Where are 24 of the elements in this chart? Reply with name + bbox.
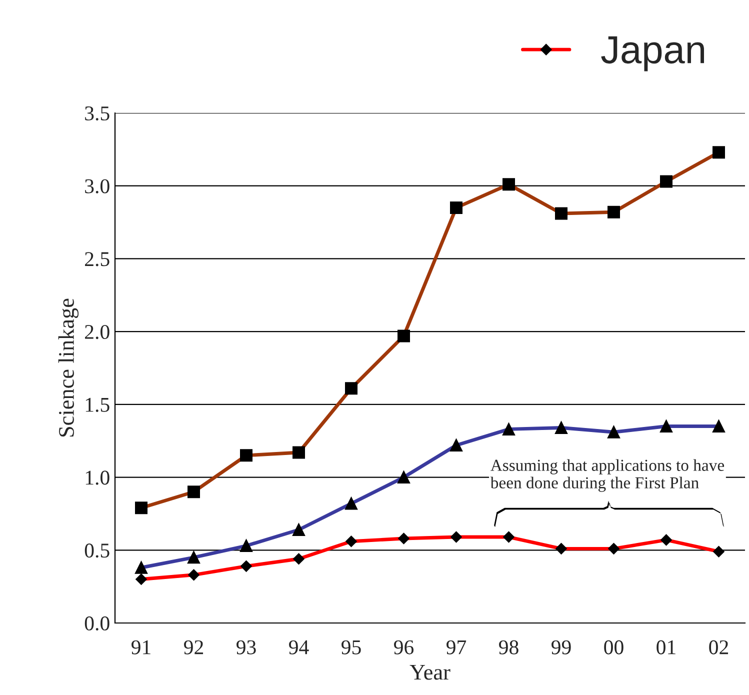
x-tick-label: 02	[709, 640, 728, 654]
y-tick-label: 0.5	[84, 544, 110, 558]
x-tick-label: 98	[499, 640, 518, 654]
x-tick-label: 99	[552, 640, 571, 654]
y-tick-label: 3.5	[85, 106, 110, 121]
x-tick-label: 00	[604, 640, 624, 654]
x-tick-label: 94	[289, 640, 309, 654]
y-tick-label: 2.5	[85, 252, 110, 266]
x-tick-label: 96	[394, 640, 414, 654]
x-tick-label: 97	[446, 640, 466, 654]
y-tick-label: 1.5	[86, 398, 110, 412]
y-tick-label: 3.0	[85, 179, 110, 194]
x-tick-label: 91	[132, 640, 150, 654]
annotation: Assuming that applications to have been done during the First Plan	[490, 459, 724, 492]
y-tick-label: 2.0	[85, 324, 110, 340]
x-axis-title: Year	[410, 664, 450, 680]
x-tick-label: 93	[236, 640, 256, 654]
y-axis-title: Science linkage	[58, 298, 79, 437]
y-tick-label: 1.0	[86, 470, 110, 485]
x-tick-label: 95	[342, 640, 361, 654]
y-tick-label: 0.0	[84, 616, 110, 631]
x-tick-label: 01	[656, 640, 676, 654]
x-tick-label: 92	[184, 640, 204, 654]
legend-label: Japan	[601, 36, 704, 72]
